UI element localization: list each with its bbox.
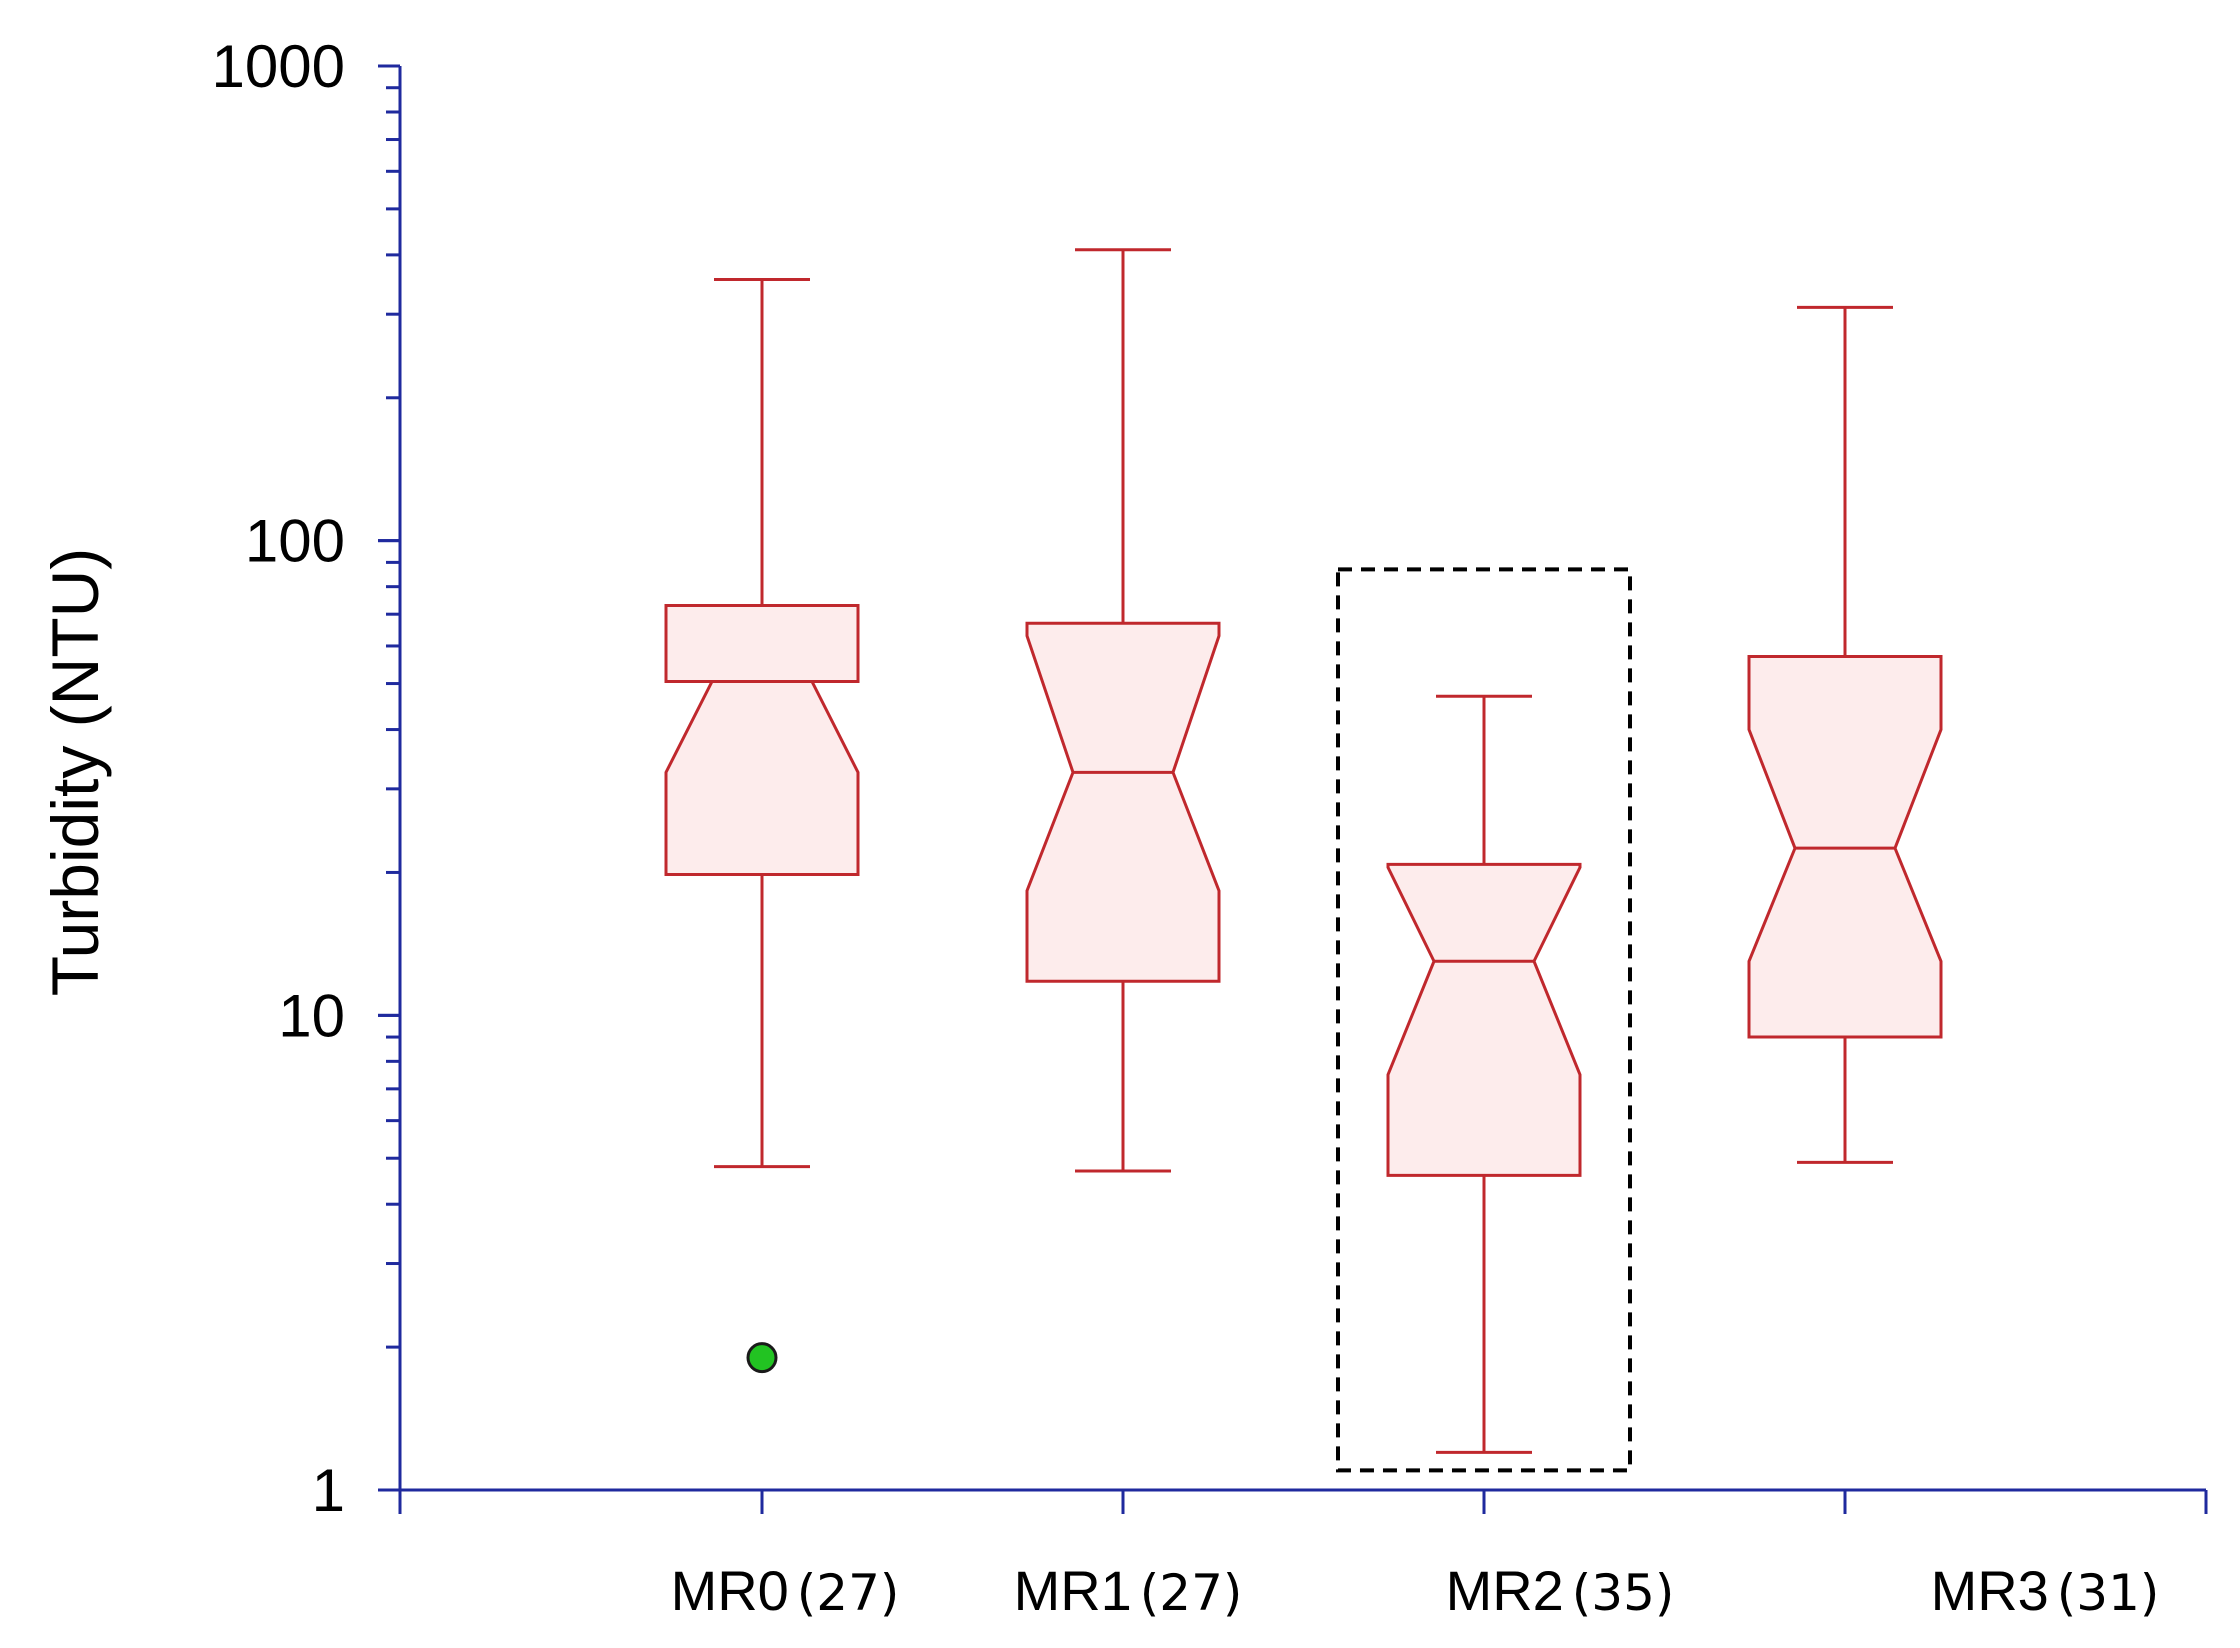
category-name: MR0 <box>671 1559 789 1622</box>
outlier-point <box>746 1342 778 1374</box>
notched-box <box>1025 621 1221 983</box>
highlight-layer <box>1336 567 1632 1473</box>
boxes <box>664 248 1943 1454</box>
category-count: (31) <box>2057 1564 2160 1622</box>
highlight-dashed-box <box>1336 567 1632 1473</box>
box-mr3 <box>1747 305 1943 1164</box>
category-count: (35) <box>1572 1564 1675 1622</box>
y-tick-label: 100 <box>245 508 345 575</box>
y-tick-label: 1 <box>312 1457 345 1524</box>
box-mr0 <box>664 277 860 1374</box>
x-category-label: MR1 (27) <box>1014 1559 1243 1622</box>
notched-box <box>664 604 860 877</box>
x-category-labels: MR0 (27) MR1 (27) MR2 (35) MR3 (31) <box>671 1559 2160 1622</box>
box-mr2 <box>1386 694 1582 1454</box>
y-tick-label: 1000 <box>212 33 345 100</box>
y-axis-title: Turbidity (NTU) <box>38 548 112 997</box>
category-count: (27) <box>1140 1564 1243 1622</box>
category-count: (27) <box>797 1564 900 1622</box>
y-tick-labels: 1 10 100 1000 <box>212 33 345 1524</box>
x-category-label: MR0 (27) <box>671 1559 900 1622</box>
notched-box <box>1386 862 1582 1177</box>
category-name: MR1 <box>1014 1559 1132 1622</box>
y-tick-label: 10 <box>278 982 345 1049</box>
box-mr1 <box>1025 248 1221 1173</box>
x-category-label: MR2 (35) <box>1446 1559 1675 1622</box>
axes <box>378 64 2208 1514</box>
x-category-label: MR3 (31) <box>1931 1559 2160 1622</box>
category-name: MR3 <box>1931 1559 2049 1622</box>
category-name: MR2 <box>1446 1559 1564 1622</box>
